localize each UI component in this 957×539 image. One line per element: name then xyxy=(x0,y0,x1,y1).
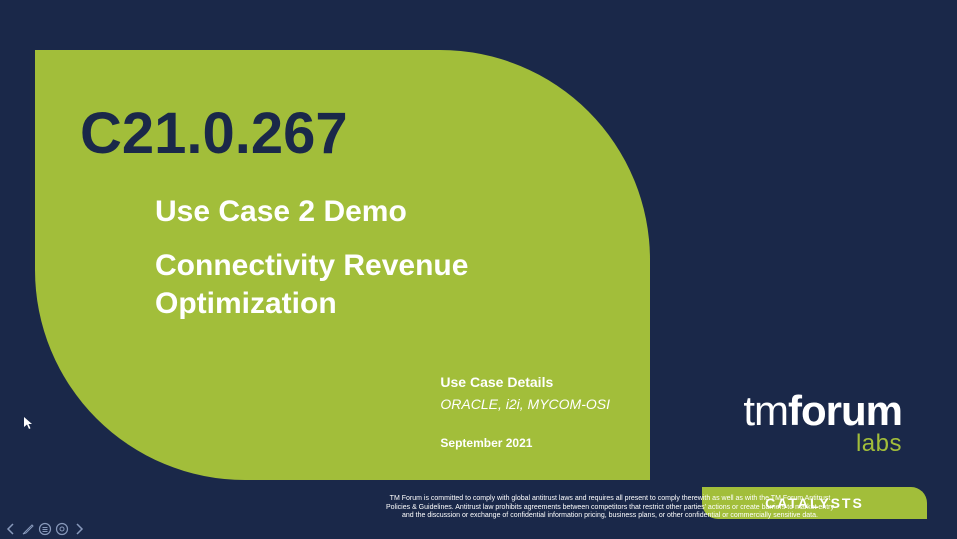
disclaimer-text: TM Forum is committed to comply with glo… xyxy=(380,495,840,521)
view-icon[interactable] xyxy=(55,522,69,536)
tmforum-logo: tmforum labs xyxy=(743,390,902,458)
logo-labs: labs xyxy=(743,430,902,458)
companies: ORACLE, i2i, MYCOM-OSI xyxy=(440,396,610,412)
logo-forum: forum xyxy=(788,387,902,434)
cursor-icon xyxy=(24,417,34,432)
slide-subtitle-1: Use Case 2 Demo xyxy=(155,195,610,229)
next-slide-icon[interactable] xyxy=(72,522,86,536)
title-leaf-panel: C21.0.267 Use Case 2 Demo Connectivity R… xyxy=(35,50,650,480)
prev-slide-icon[interactable] xyxy=(4,522,18,536)
pen-icon[interactable] xyxy=(21,522,35,536)
details-block: Use Case Details ORACLE, i2i, MYCOM-OSI … xyxy=(440,374,610,450)
slide-subtitle-2: Connectivity Revenue Optimization xyxy=(155,247,575,322)
logo-main: tmforum xyxy=(743,390,902,432)
details-label: Use Case Details xyxy=(440,374,610,390)
date: September 2021 xyxy=(440,436,610,450)
slide-code: C21.0.267 xyxy=(80,100,610,167)
logo-tm: tm xyxy=(743,387,788,434)
presentation-toolbar xyxy=(4,522,86,536)
menu-icon[interactable] xyxy=(38,522,52,536)
